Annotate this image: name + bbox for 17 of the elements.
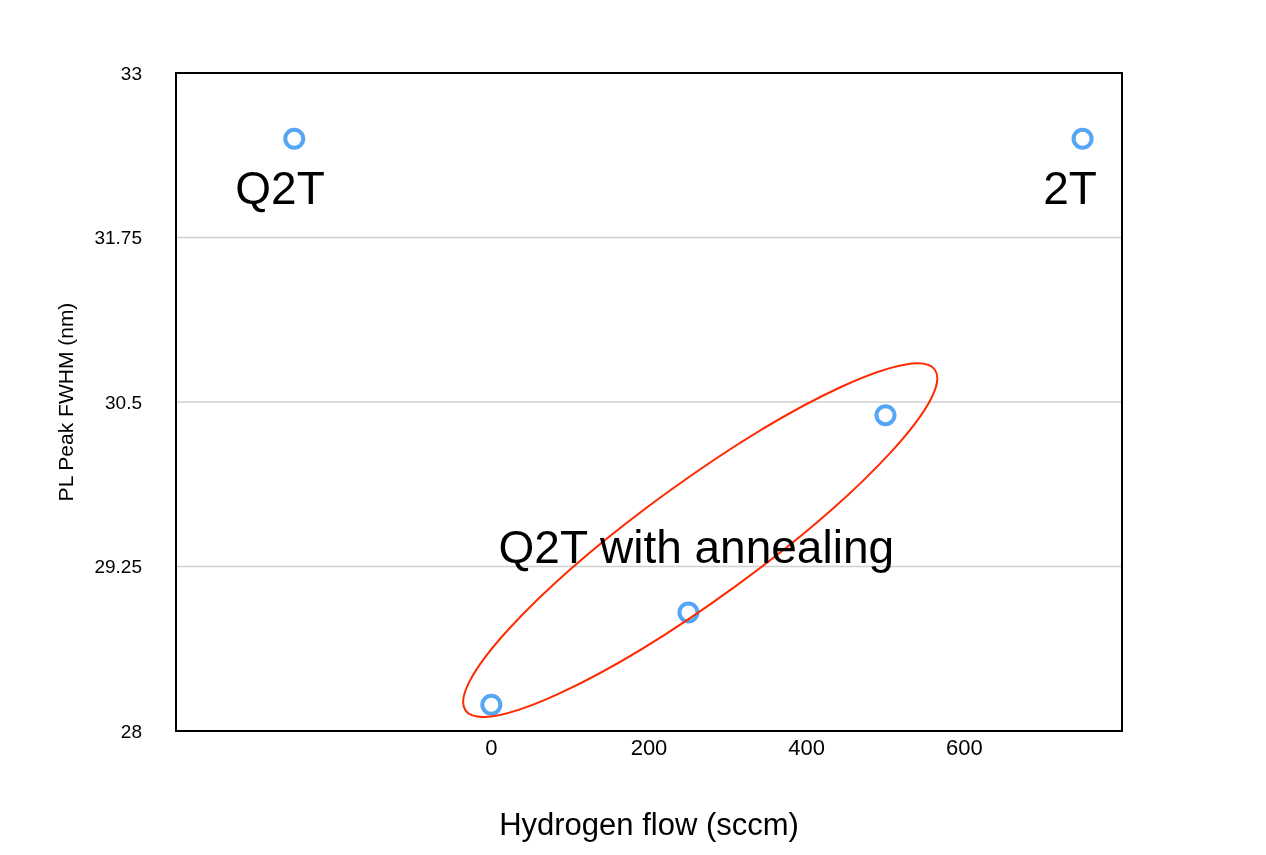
x-tick-label: 600 (945, 734, 983, 760)
y-tick-label: 28 (120, 720, 142, 742)
x-axis-title: Hydrogen flow (sccm) (499, 807, 799, 842)
point (480, 693, 503, 716)
y-tick-label: 33 (120, 62, 142, 84)
point (874, 404, 897, 427)
point (1071, 127, 1094, 150)
y-tick-label: 29.25 (94, 556, 142, 578)
x-tick-label: 0 (485, 734, 498, 760)
y-axis-title: PL Peak FWHM (nm) (54, 302, 78, 502)
x-tick-label: 200 (630, 734, 668, 760)
annotation: Q2T (235, 162, 325, 215)
y-tick-label: 31.75 (94, 227, 142, 249)
annotation: 2T (1043, 162, 1097, 215)
x-tick-label: 400 (788, 734, 826, 760)
y-tick-label: 30.5 (105, 391, 142, 413)
point (283, 127, 306, 150)
